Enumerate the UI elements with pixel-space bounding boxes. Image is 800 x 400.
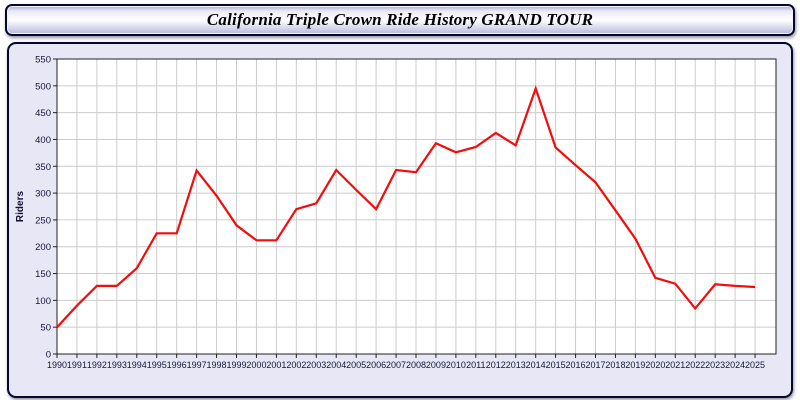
- x-tick-label: 2019: [625, 360, 645, 370]
- y-tick-label: 450: [35, 108, 51, 119]
- y-tick-label: 0: [46, 350, 51, 361]
- x-tick-label: 2002: [286, 360, 306, 370]
- grid-lines: [56, 58, 776, 355]
- x-tick-label: 2015: [546, 360, 566, 370]
- x-tick-label: 2012: [486, 360, 506, 370]
- x-tick-label: 2004: [326, 360, 346, 370]
- x-tick-label: 2001: [266, 360, 286, 370]
- x-tick-label: 2025: [745, 360, 765, 370]
- x-tick-label: 1991: [67, 360, 87, 370]
- x-tick-label: 2005: [346, 360, 366, 370]
- x-tick-label: 2006: [366, 360, 386, 370]
- x-tick-label: 1997: [187, 360, 207, 370]
- x-tick-label: 2014: [526, 360, 546, 370]
- x-tick-label: 2021: [665, 360, 685, 370]
- y-axis-title: Riders: [15, 191, 26, 223]
- x-tick-label: 2007: [386, 360, 406, 370]
- y-tick-label: 150: [35, 269, 51, 280]
- x-tick-label: 1992: [87, 360, 107, 370]
- y-tick-label: 350: [35, 162, 51, 173]
- x-tick-label: 2022: [685, 360, 705, 370]
- x-tick-label: 2016: [566, 360, 586, 370]
- x-tick-label: 2011: [466, 360, 485, 370]
- x-tick-label: 2013: [506, 360, 526, 370]
- x-tick-label: 2017: [585, 360, 605, 370]
- y-tick-label: 200: [35, 242, 51, 253]
- x-tick-label: 2020: [645, 360, 665, 370]
- x-tick-label: 1993: [107, 360, 127, 370]
- y-tick-label: 300: [35, 189, 51, 200]
- x-tick-label: 2024: [725, 360, 745, 370]
- x-tick-label: 1996: [167, 360, 187, 370]
- y-tick-label: 500: [35, 81, 51, 92]
- y-tick-label: 250: [35, 215, 51, 226]
- y-tick-label: 400: [35, 135, 51, 146]
- x-tick-label: 2003: [306, 360, 326, 370]
- y-tick-label: 550: [35, 55, 51, 66]
- series-line-riders: [56, 85, 756, 328]
- x-tick-label: 1994: [127, 360, 147, 370]
- title-bar: California Triple Crown Ride History GRA…: [5, 4, 795, 36]
- x-tick-label: 2023: [705, 360, 725, 370]
- y-tick-label: 50: [40, 323, 51, 334]
- x-tick-label: 1998: [207, 360, 227, 370]
- chart-panel: 0 50 100 150 200 250 300 350 400 450 500 550 1990 199…: [7, 42, 793, 398]
- x-tick-label: 1999: [226, 360, 246, 370]
- page-title: California Triple Crown Ride History GRA…: [206, 10, 594, 29]
- x-tick-label: 1990: [47, 360, 67, 370]
- x-tick-label: 2018: [605, 360, 625, 370]
- y-axis: 0 50 100 150 200 250 300 350 400 450 500 550: [35, 55, 57, 361]
- x-tick-label: 2008: [406, 360, 426, 370]
- x-tick-label: 2009: [426, 360, 446, 370]
- x-axis: 1990 1991 1992 1993 1994 1995 1996 1997 1998 1999…: [47, 354, 765, 370]
- y-tick-label: 100: [35, 296, 51, 307]
- x-tick-label: 2010: [446, 360, 466, 370]
- x-tick-label: 2000: [246, 360, 266, 370]
- x-tick-label: 1995: [147, 360, 167, 370]
